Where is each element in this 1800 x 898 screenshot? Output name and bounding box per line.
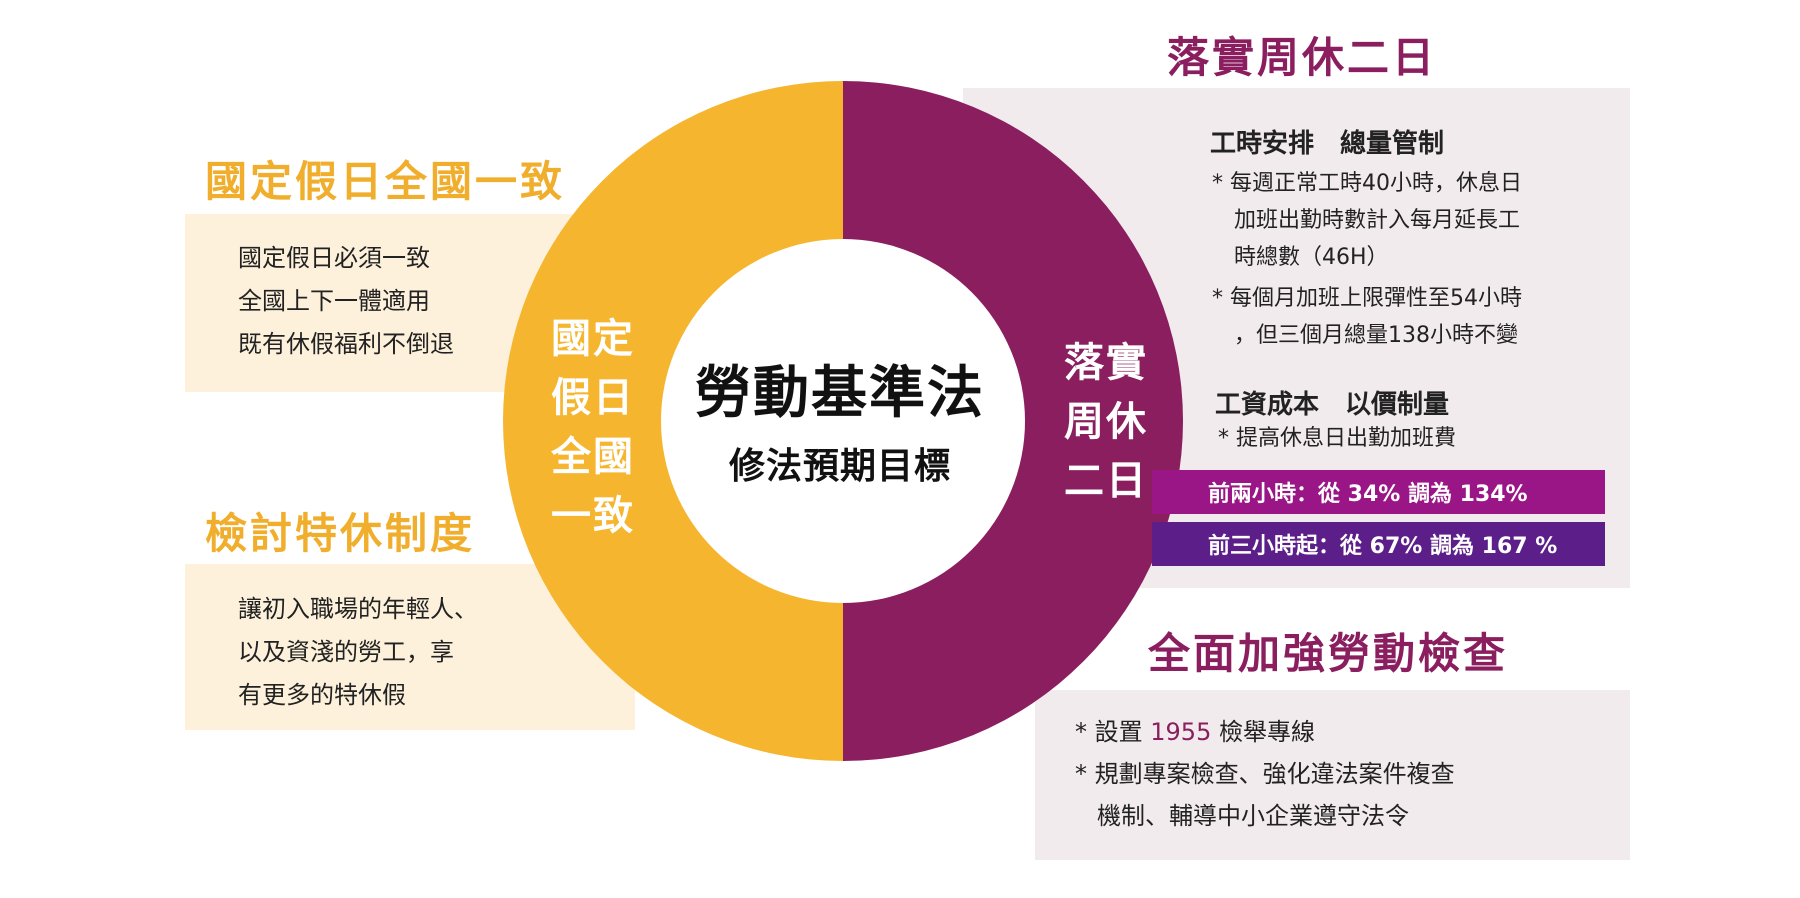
ring-left-label-line: 一致 [551,493,635,539]
hours-bullet-line: * 每週正常工時40小時，休息日 [1212,171,1522,196]
rate-bar-from-third-hour: 前三小時起：從 67% 調為 167 % [1152,522,1605,566]
inspection-bullet-suffix: 檢舉專線 [1211,718,1315,746]
special-leave-text: 讓初入職場的年輕人、 以及資淺的勞工，享 有更多的特休假 [238,588,478,717]
wage-title: 工資成本 以價制量 [1215,390,1450,420]
ring-left-label: 國定 假日 全國 一致 [543,310,643,546]
overtime-bullet-line: ，但三個月總量138小時不變 [1234,323,1518,348]
hotline-number: 1955 [1150,718,1212,746]
overtime-bullet: * 每個月加班上限彈性至54小時 ，但三個月總量138小時不變 [1212,280,1522,354]
ring-right-label-line: 落實 [1064,340,1148,386]
holidays-line: 全國上下一體適用 [238,287,430,315]
ring-right-label: 落實 周休 二日 [1056,334,1156,511]
holidays-heading: 國定假日全國一致 [205,157,566,206]
ring-left-label-line: 國定 [551,316,635,362]
hours-bullet: * 每週正常工時40小時，休息日 加班出勤時數計入每月延長工 時總數（46H） [1212,165,1522,276]
ring-right-label-line: 周休 [1064,399,1148,445]
ring-left-label-line: 假日 [551,375,635,421]
inspection-bullet-hotline: * 設置 1955 檢舉專線 [1075,711,1315,753]
inspection-heading: 全面加強勞動檢查 [1148,629,1509,678]
holidays-text: 國定假日必須一致 全國上下一體適用 既有休假福利不倒退 [238,237,454,366]
inspection-bullet-line: 機制、輔導中小企業遵守法令 [1097,802,1409,830]
special-leave-heading: 檢討特休制度 [205,509,476,558]
center-subtitle: 修法預期目標 [728,446,951,487]
hours-title: 工時安排 總量管制 [1210,129,1445,159]
ring-left-label-line: 全國 [551,434,635,480]
holidays-line: 既有休假福利不倒退 [238,330,454,358]
wage-bullet: * 提高休息日出勤加班費 [1218,426,1456,451]
holidays-line: 國定假日必須一致 [238,244,430,272]
rate-bar-first-two-hours: 前兩小時：從 34% 調為 134% [1152,470,1605,514]
inspection-panel [1035,690,1630,860]
ring-right-label-line: 二日 [1064,458,1148,504]
two-day-weekend-heading: 落實周休二日 [1167,33,1438,82]
inspection-bullet-line: * 規劃專案檢查、強化違法案件複查 [1075,760,1455,788]
hours-bullet-line: 加班出勤時數計入每月延長工 [1234,208,1521,233]
ring-center [661,239,1025,603]
special-leave-line: 有更多的特休假 [238,681,406,709]
inspection-bullet-prefix: * 設置 [1075,718,1151,746]
special-leave-line: 讓初入職場的年輕人、 [238,595,478,623]
overtime-bullet-line: * 每個月加班上限彈性至54小時 [1212,286,1522,311]
hours-bullet-line: 時總數（46H） [1234,245,1389,270]
inspection-bullet-projects: * 規劃專案檢查、強化違法案件複查 機制、輔導中小企業遵守法令 [1075,753,1455,837]
center-title: 勞動基準法 [695,361,985,426]
special-leave-line: 以及資淺的勞工，享 [238,638,454,666]
